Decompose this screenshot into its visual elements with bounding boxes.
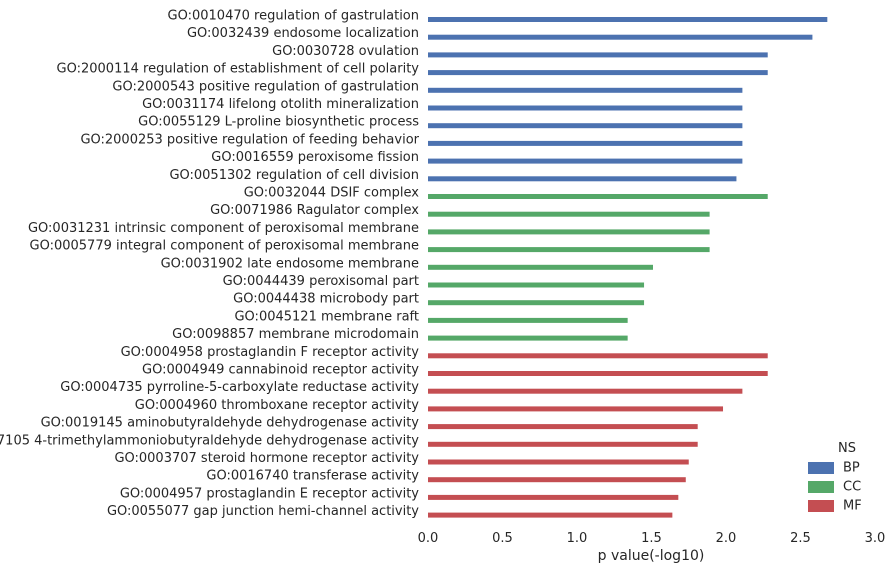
bar-cc xyxy=(428,264,653,270)
x-tick-label: 0.5 xyxy=(492,531,513,546)
bar-bp xyxy=(428,123,743,129)
legend-swatch-bp xyxy=(808,462,834,474)
bar-mf xyxy=(428,441,698,447)
category-label: GO:2000253 positive regulation of feedin… xyxy=(80,132,419,147)
legend: NS BP CC MF xyxy=(808,441,862,514)
category-label: GO:2000114 regulation of establishment o… xyxy=(57,62,420,77)
category-label: GO:0032439 endosome localization xyxy=(187,26,419,41)
bar-bp xyxy=(428,34,813,40)
bar-bp xyxy=(428,158,743,164)
bar-bp xyxy=(428,70,768,76)
bar-mf xyxy=(428,371,768,376)
x-tick-label: 3.0 xyxy=(865,531,886,546)
category-label: GO:0010470 regulation of gastrulation xyxy=(168,9,419,24)
bar-cc xyxy=(428,247,710,253)
category-label: GO:0031902 late endosome membrane xyxy=(161,256,419,271)
category-label: GO:0071986 Ragulator complex xyxy=(210,203,419,218)
bar-mf xyxy=(428,459,689,465)
bar-mf xyxy=(428,388,743,394)
category-label: GO:0016740 transferase activity xyxy=(206,469,419,484)
category-label: GO:0031231 intrinsic component of peroxi… xyxy=(28,221,419,236)
bars-layer xyxy=(428,17,828,518)
category-label: GO:0005779 integral component of peroxis… xyxy=(30,239,419,254)
legend-label-cc: CC xyxy=(843,480,861,495)
bar-mf xyxy=(428,353,768,359)
bar-bp xyxy=(428,105,743,111)
x-tick-label: 0.0 xyxy=(418,531,439,546)
category-label: GO:0004735 pyrroline-5-carboxylate reduc… xyxy=(60,380,419,395)
bar-bp xyxy=(428,17,828,22)
x-tick-label: 2.5 xyxy=(790,531,811,546)
legend-label-mf: MF xyxy=(843,499,862,514)
category-label: GO:0051302 regulation of cell division xyxy=(169,168,419,183)
bar-cc xyxy=(428,335,628,341)
category-label: GO:0004960 thromboxane receptor activity xyxy=(135,398,420,413)
x-tick-label: 1.5 xyxy=(641,531,662,546)
bar-mf xyxy=(428,406,724,412)
bar-cc xyxy=(428,317,628,323)
legend-swatch-cc xyxy=(808,481,834,493)
category-label: GO:0004957 prostaglandin E receptor acti… xyxy=(120,486,419,501)
category-label: GO:0044438 microbody part xyxy=(233,292,419,307)
category-label: GO:0004949 cannabinoid receptor activity xyxy=(142,363,419,378)
category-labels: GO:0010470 regulation of gastrulation GO:… xyxy=(0,9,420,520)
category-label: GO:0004958 prostaglandin F receptor acti… xyxy=(121,345,420,360)
x-tick-label: 1.0 xyxy=(567,531,588,546)
bar-bp xyxy=(428,87,743,93)
category-label: GO:0055077 gap junction hemi-channel act… xyxy=(107,504,419,519)
bar-bp xyxy=(428,52,768,58)
category-label: GO:0030728 ovulation xyxy=(272,44,419,59)
bar-cc xyxy=(428,194,768,199)
x-axis: p value(-log10) 0.0 0.5 1.0 1.5 2.0 2.5 3.0 xyxy=(418,531,886,564)
category-label: GO:0045121 membrane raft xyxy=(234,309,419,324)
category-label: GO:0019145 aminobutyraldehyde dehydrogen… xyxy=(41,416,420,431)
category-label: GO:0098857 membrane microdomain xyxy=(172,327,419,342)
category-label: GO:0032044 DSIF complex xyxy=(244,186,420,201)
category-label: GO:0055129 L-proline biosynthetic proces… xyxy=(138,115,419,130)
bar-bp xyxy=(428,176,737,182)
x-tick-label: 2.0 xyxy=(716,531,737,546)
bar-mf xyxy=(428,477,686,483)
category-label: GO:0003707 steroid hormone receptor acti… xyxy=(114,451,419,466)
x-axis-label: p value(-log10) xyxy=(598,548,705,564)
category-label: GO:0047105 4-trimethylammoniobutyraldehy… xyxy=(0,433,419,448)
legend-swatch-mf xyxy=(808,500,834,512)
bar-cc xyxy=(428,211,710,217)
bar-cc xyxy=(428,282,645,288)
legend-label-bp: BP xyxy=(843,461,860,476)
category-label: GO:0031174 lifelong otolith mineralizati… xyxy=(142,97,419,112)
category-label: GO:0016559 peroxisome fission xyxy=(211,150,419,165)
legend-title: NS xyxy=(838,441,856,456)
bar-cc xyxy=(428,300,645,306)
category-label: GO:0044439 peroxisomal part xyxy=(223,274,419,289)
bar-mf xyxy=(428,512,673,518)
bar-cc xyxy=(428,229,710,235)
category-label: GO:2000543 positive regulation of gastru… xyxy=(112,79,419,94)
bar-mf xyxy=(428,424,698,430)
bar-bp xyxy=(428,140,743,146)
bar-mf xyxy=(428,494,679,500)
